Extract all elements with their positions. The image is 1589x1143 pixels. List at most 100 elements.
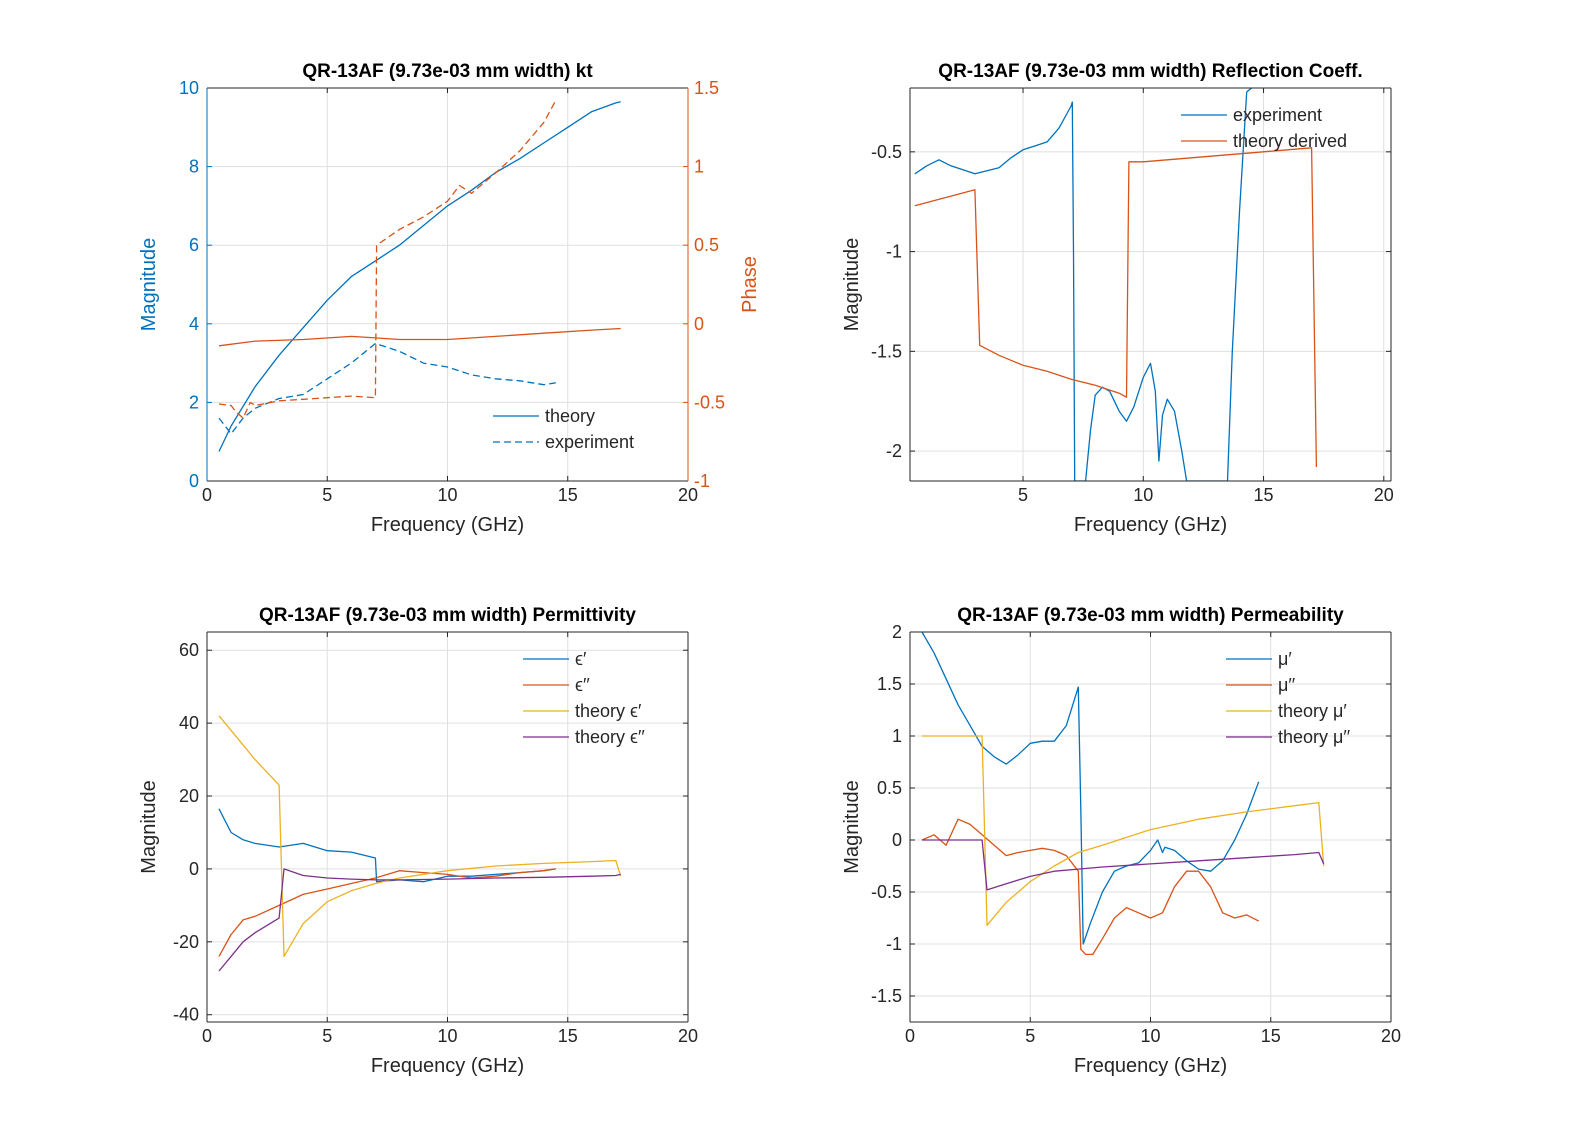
y-tick-label: -0.5 <box>871 882 902 902</box>
series-line-phase-experiment <box>218 100 557 419</box>
x-tick-label: 15 <box>1254 485 1274 505</box>
y-tick-label: -40 <box>173 1005 199 1025</box>
series-group <box>921 632 1325 956</box>
legend-label: ϵ′ <box>575 649 587 669</box>
y-tick-label: 6 <box>189 235 199 255</box>
y-tick-label: 10 <box>179 78 199 98</box>
legend-label: experiment <box>545 432 634 452</box>
y-tick-label: 0 <box>189 471 199 491</box>
series-line-phase-theory <box>218 327 621 347</box>
y-tick-label: 2 <box>892 622 902 642</box>
y-right-tick-label: 1.5 <box>694 78 719 98</box>
legend-label: theory ϵ′ <box>575 701 642 721</box>
legend: μ′ μ′′ theory μ′ theory μ′′ <box>1226 649 1351 747</box>
x-tick-label: 10 <box>437 1026 457 1046</box>
x-tick-label: 15 <box>1261 1026 1281 1046</box>
y-tick-label: 60 <box>179 640 199 660</box>
y-tick-label: 0.5 <box>877 778 902 798</box>
legend-label: μ′ <box>1278 649 1292 669</box>
series-line-μ′ <box>921 632 1260 945</box>
x-tick-label: 20 <box>678 485 698 505</box>
y-tick-label: 8 <box>189 157 199 177</box>
y-right-tick-label: 0.5 <box>694 235 719 255</box>
series-line-theory <box>218 101 621 452</box>
y-tick-label: 1 <box>892 726 902 746</box>
y-tick-label: 40 <box>179 713 199 733</box>
legend-label: theory ϵ′′ <box>575 727 645 747</box>
y-tick-label: -1 <box>886 934 902 954</box>
chart-title: QR-13AF (9.73e-03 mm width) Permeability <box>957 605 1344 626</box>
chart-eps: 0 5 10 15 20 -40 -20 0 20 40 60 QR-13AF (9.73e-03 m… <box>138 605 698 1077</box>
legend: ϵ′ ϵ′′ theory ϵ′ theory ϵ′′ <box>523 649 645 747</box>
plot-area <box>910 88 1391 481</box>
x-tick-label: 15 <box>558 485 578 505</box>
y-axis-label: Magnitude <box>841 780 863 873</box>
y-right-tick-label: 0 <box>694 314 704 334</box>
series-group <box>218 715 622 972</box>
legend: experiment theory derived <box>1181 105 1347 151</box>
y-tick-label: 4 <box>189 314 199 334</box>
series-line-theory-μ′′ <box>922 839 1325 891</box>
x-tick-label: 5 <box>322 485 332 505</box>
x-tick-label: 10 <box>1133 485 1153 505</box>
y-axis-label: Magnitude <box>138 238 160 331</box>
y-tick-label: -20 <box>173 932 199 952</box>
x-tick-label: 15 <box>558 1026 578 1046</box>
series-group <box>914 88 1318 481</box>
series-line-theory-derived <box>914 147 1318 468</box>
series-group <box>218 100 621 452</box>
y-axis-label: Magnitude <box>841 238 863 331</box>
series-line-experiment <box>914 88 1252 481</box>
legend-label: theory μ′ <box>1278 701 1347 721</box>
legend-label: theory derived <box>1233 131 1347 151</box>
chart-title: QR-13AF (9.73e-03 mm width) Reflection C… <box>938 61 1362 82</box>
x-axis-label: Frequency (GHz) <box>371 1055 524 1077</box>
series-line-μ′′ <box>921 818 1259 956</box>
y-axis-label: Magnitude <box>138 780 160 873</box>
x-axis-label: Frequency (GHz) <box>371 514 524 536</box>
legend-label: theory <box>545 406 595 426</box>
y-tick-label: -0.5 <box>871 142 902 162</box>
x-tick-label: 5 <box>322 1026 332 1046</box>
y-tick-label: -1.5 <box>871 341 902 361</box>
series-line-ϵ′ <box>218 808 556 883</box>
chart-mu: 0 5 10 15 20 -1.5 -1 -0.5 0 0.5 1 1.5 2 QR-13AF (9.73… <box>841 605 1401 1077</box>
y-right-tick-label: -1 <box>694 471 710 491</box>
x-tick-label: 0 <box>202 485 212 505</box>
y-tick-label: -1 <box>886 242 902 262</box>
x-tick-label: 10 <box>1140 1026 1160 1046</box>
x-axis-label: Frequency (GHz) <box>1074 1055 1227 1077</box>
y-tick-label: 0 <box>189 859 199 879</box>
legend-label: experiment <box>1233 105 1322 125</box>
chart-title: QR-13AF (9.73e-03 mm width) Permittivity <box>259 605 636 626</box>
series-line-ϵ′′ <box>218 868 556 957</box>
legend-label: ϵ′′ <box>575 675 590 695</box>
y-tick-label: -1.5 <box>871 986 902 1006</box>
series-line-theory-ϵ′′ <box>218 868 621 972</box>
y-right-tick-label: -0.5 <box>694 392 725 412</box>
series-line-theory-ϵ′ <box>218 715 622 958</box>
y-tick-label: 20 <box>179 786 199 806</box>
y-tick-label: 0 <box>892 830 902 850</box>
x-tick-label: 20 <box>678 1026 698 1046</box>
legend: theory experiment <box>493 406 634 452</box>
x-axis-label: Frequency (GHz) <box>1074 514 1227 536</box>
y-tick-label: 1.5 <box>877 674 902 694</box>
y-tick-label: 2 <box>189 392 199 412</box>
x-tick-label: 10 <box>437 485 457 505</box>
legend-label: theory μ′′ <box>1278 727 1351 747</box>
legend-label: μ′′ <box>1278 675 1296 695</box>
series-line-theory-μ′ <box>922 735 1325 926</box>
chart-title: QR-13AF (9.73e-03 mm width) kt <box>302 61 593 82</box>
y-right-tick-label: 1 <box>694 157 704 177</box>
chart-kt: 0 5 10 15 20 0 2 4 6 8 10 -1 -0.5 0 0.5 1 1.5 QR-13AF (9.… <box>138 61 761 536</box>
y-right-axis-label: Phase <box>739 256 761 313</box>
x-tick-label: 0 <box>202 1026 212 1046</box>
series-line-experiment <box>218 342 556 435</box>
x-tick-label: 5 <box>1025 1026 1035 1046</box>
x-tick-label: 5 <box>1018 485 1028 505</box>
x-tick-label: 0 <box>905 1026 915 1046</box>
y-tick-label: -2 <box>886 441 902 461</box>
chart-refl: 5 10 15 20 -2 -1.5 -1 -0.5 QR-13AF (9.73e-03 mm … <box>841 61 1394 536</box>
